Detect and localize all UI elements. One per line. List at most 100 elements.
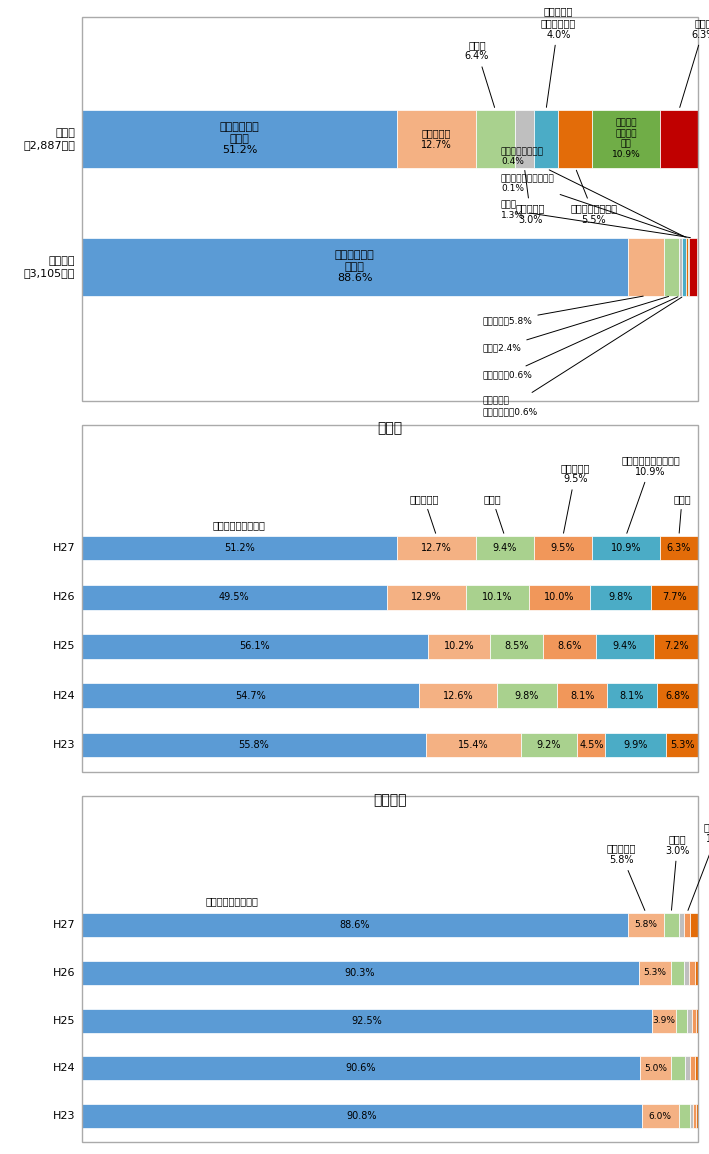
Text: その他
1.3%: その他 1.3% [501, 201, 691, 238]
Text: 9.4%: 9.4% [493, 544, 517, 553]
Bar [82, 1104, 642, 1129]
Text: H26: H26 [53, 968, 75, 977]
Text: H27: H27 [52, 920, 75, 930]
Text: 12.7%: 12.7% [421, 544, 452, 553]
Bar [683, 913, 691, 937]
Text: 8.1%: 8.1% [570, 690, 594, 700]
Text: 9.2%: 9.2% [537, 740, 562, 750]
Text: 申込手続中: 申込手続中 [410, 494, 439, 533]
Text: 90.8%: 90.8% [346, 1111, 376, 1122]
Text: 延滞督促を受けてから
10.9%: 延滞督促を受けてから 10.9% [621, 456, 680, 533]
Bar [428, 635, 491, 659]
Text: 貸与中2.4%: 貸与中2.4% [482, 297, 669, 352]
Bar [559, 110, 592, 167]
Text: 申込手続中5.8%: 申込手続中5.8% [482, 297, 643, 325]
Text: 10.9%: 10.9% [610, 544, 641, 553]
Bar [676, 1009, 687, 1033]
Bar [696, 1104, 698, 1129]
Bar [476, 535, 534, 561]
Bar [671, 961, 684, 984]
Bar [679, 238, 682, 295]
Text: その他: その他 [674, 494, 691, 533]
Bar [651, 585, 698, 609]
Bar [689, 961, 695, 984]
Bar [679, 1104, 690, 1129]
Text: 申込手続中
12.7%: 申込手続中 12.7% [421, 128, 452, 150]
Text: 88.6%: 88.6% [340, 920, 370, 930]
Text: 5.8%: 5.8% [635, 921, 657, 929]
Text: 貸与終了時0.6%: 貸与終了時0.6% [482, 297, 678, 379]
Bar [654, 635, 698, 659]
Text: 貸与中
3.0%: 貸与中 3.0% [665, 834, 690, 911]
Bar [691, 1009, 696, 1033]
Text: 49.5%: 49.5% [219, 592, 250, 602]
Text: 申込手続きを
行う前
51.2%: 申込手続きを 行う前 51.2% [220, 122, 259, 156]
Text: 6.8%: 6.8% [666, 690, 690, 700]
Bar [419, 683, 497, 707]
Text: H23: H23 [53, 1111, 75, 1122]
Bar [425, 733, 520, 757]
Text: 12.6%: 12.6% [442, 690, 473, 700]
Text: 51.2%: 51.2% [224, 544, 255, 553]
Text: 延滞督促
を受けて
から
10.9%: 延滞督促 を受けて から 10.9% [611, 119, 640, 159]
Text: H24: H24 [52, 1063, 75, 1073]
Bar [642, 1104, 679, 1129]
Bar [671, 1056, 685, 1080]
Bar [657, 683, 699, 707]
Bar [696, 1009, 698, 1033]
Bar [397, 535, 476, 561]
Bar [557, 683, 607, 707]
Bar [491, 635, 543, 659]
Bar [82, 733, 425, 757]
Text: 90.6%: 90.6% [346, 1063, 376, 1073]
Text: 無延滞者
（3,105人）: 無延滞者 （3,105人） [24, 256, 75, 278]
Text: 7.7%: 7.7% [662, 592, 687, 602]
Text: H26: H26 [53, 592, 75, 602]
Bar [596, 635, 654, 659]
Text: 申込手続中
5.8%: 申込手続中 5.8% [607, 844, 645, 911]
Bar [689, 238, 697, 295]
Bar [664, 238, 679, 295]
Bar [82, 913, 628, 937]
Text: 貸与中: 貸与中 [484, 494, 504, 533]
Text: 9.8%: 9.8% [608, 592, 633, 602]
Text: 貸与終了時
3.0%: 貸与終了時 3.0% [516, 171, 545, 225]
Text: 7.2%: 7.2% [664, 642, 688, 652]
Bar [397, 110, 476, 167]
Bar [82, 683, 419, 707]
Text: 12.9%: 12.9% [411, 592, 442, 602]
Text: 10.1%: 10.1% [482, 592, 513, 602]
Bar [690, 1056, 695, 1080]
Text: 延滞督促前
9.5%: 延滞督促前 9.5% [561, 463, 590, 533]
Bar [639, 961, 671, 984]
Bar [605, 733, 666, 757]
Text: 6.3%: 6.3% [666, 544, 691, 553]
Text: 延滞督促前
1.1%: 延滞督促前 1.1% [688, 822, 709, 911]
Text: H25: H25 [53, 1016, 75, 1026]
Bar [387, 585, 467, 609]
Text: 9.9%: 9.9% [624, 740, 648, 750]
Text: 4.5%: 4.5% [579, 740, 603, 750]
Text: 10.2%: 10.2% [444, 642, 474, 652]
Bar [592, 535, 659, 561]
Text: 55.8%: 55.8% [238, 740, 269, 750]
Bar [476, 110, 515, 167]
Bar [684, 961, 689, 984]
Text: 返還開始〜督促前
5.5%: 返還開始〜督促前 5.5% [570, 171, 618, 225]
Bar [82, 535, 397, 561]
Bar [685, 1056, 690, 1080]
Bar [591, 585, 651, 609]
Text: 15.4%: 15.4% [458, 740, 489, 750]
Text: 返還開始〜督促前
0.4%: 返還開始〜督促前 0.4% [501, 147, 685, 237]
Text: 56.1%: 56.1% [239, 642, 270, 652]
Bar [687, 1009, 691, 1033]
Text: 8.5%: 8.5% [505, 642, 529, 652]
Bar [515, 110, 534, 167]
Bar [664, 913, 679, 937]
Bar [467, 585, 529, 609]
Text: 延滞督促を受けてから
0.1%: 延滞督促を受けてから 0.1% [501, 174, 686, 238]
Bar [82, 961, 639, 984]
Bar [682, 238, 686, 295]
Bar [659, 535, 698, 561]
Text: 10.0%: 10.0% [545, 592, 575, 602]
